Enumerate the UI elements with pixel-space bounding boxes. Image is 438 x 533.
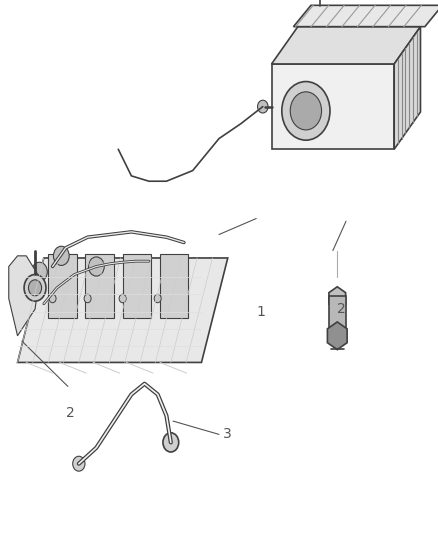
Polygon shape bbox=[9, 256, 39, 336]
Circle shape bbox=[154, 294, 161, 303]
Polygon shape bbox=[394, 27, 420, 149]
Bar bbox=[160, 254, 188, 318]
Circle shape bbox=[24, 274, 46, 301]
Polygon shape bbox=[293, 5, 438, 27]
Circle shape bbox=[84, 294, 91, 303]
Circle shape bbox=[49, 294, 56, 303]
Circle shape bbox=[28, 280, 42, 296]
Bar bbox=[328, 296, 346, 328]
Text: 2: 2 bbox=[337, 302, 346, 316]
Polygon shape bbox=[327, 322, 347, 350]
Circle shape bbox=[88, 257, 104, 276]
Text: 3: 3 bbox=[223, 427, 232, 441]
Text: 2: 2 bbox=[66, 406, 74, 420]
Polygon shape bbox=[272, 64, 394, 149]
Polygon shape bbox=[272, 27, 420, 64]
Circle shape bbox=[53, 246, 69, 265]
Text: 1: 1 bbox=[256, 305, 265, 319]
Circle shape bbox=[119, 294, 126, 303]
Polygon shape bbox=[18, 258, 228, 362]
Bar bbox=[48, 254, 77, 318]
Circle shape bbox=[258, 100, 268, 113]
Circle shape bbox=[73, 456, 85, 471]
Circle shape bbox=[290, 92, 321, 130]
Circle shape bbox=[32, 262, 47, 281]
Bar bbox=[123, 254, 151, 318]
Circle shape bbox=[163, 433, 179, 452]
Circle shape bbox=[282, 82, 330, 140]
Bar bbox=[85, 254, 114, 318]
Polygon shape bbox=[329, 287, 346, 310]
